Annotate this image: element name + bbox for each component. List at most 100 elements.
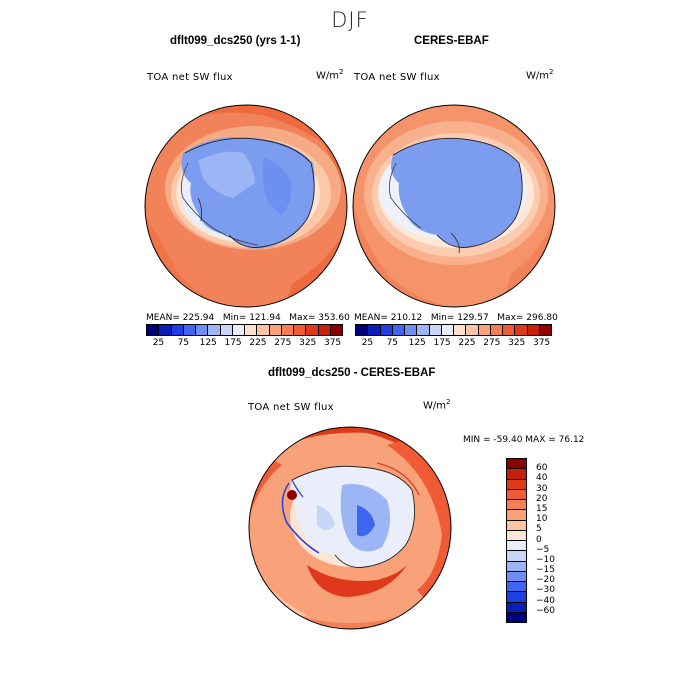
colorbar-swatch <box>507 489 526 500</box>
colorbar-tick-label: 325 <box>508 338 526 348</box>
colorbar-swatch <box>183 325 196 335</box>
model-min: Min= 121.94 <box>222 313 281 323</box>
colorbar-tick-label: 75 <box>177 338 190 348</box>
colorbar-swatch <box>405 325 418 335</box>
colorbar-swatch <box>196 325 209 335</box>
model-units-label: W/m2 <box>316 68 344 82</box>
colorbar-tick-label: 75 <box>386 338 399 348</box>
colorbar-tick-label: 375 <box>323 338 342 348</box>
colorbar-swatch <box>515 325 528 335</box>
model-colorbar-labels: 25 75 125 175 225 275 325 375 <box>146 338 345 350</box>
colorbar-swatch <box>257 325 270 335</box>
colorbar-tick-label: 175 <box>433 338 451 348</box>
colorbar-swatch <box>507 479 526 490</box>
obs-min: Min= 129.57 <box>430 313 489 323</box>
diff-colorbar-labels: 60 40 30 20 15 10 5 0 −5 −10 −15 −20 −30 −40 −60 <box>536 458 576 621</box>
model-field-label: TOA net SW flux <box>147 72 233 83</box>
colorbar-swatch <box>478 325 491 335</box>
colorbar-swatch <box>507 551 526 562</box>
colorbar-tick-label: −15 <box>536 565 555 576</box>
colorbar-swatch <box>269 325 282 335</box>
colorbar-swatch <box>490 325 503 335</box>
obs-panel-title: CERES-EBAF <box>414 35 489 47</box>
obs-mean: MEAN= 210.12 <box>354 313 423 323</box>
colorbar-swatch <box>507 520 526 531</box>
colorbar-swatch <box>294 325 307 335</box>
season-title: DJF <box>331 8 369 32</box>
colorbar-tick-label: 275 <box>274 338 292 348</box>
obs-polar-map <box>352 104 556 308</box>
colorbar-tick-label: −10 <box>536 554 555 565</box>
colorbar-tick-label: 325 <box>299 338 317 348</box>
obs-field-label: TOA net SW flux <box>354 72 440 83</box>
colorbar-tick-label: 5 <box>536 524 542 535</box>
colorbar-swatch <box>368 325 381 335</box>
obs-max: Max= 296.80 <box>497 313 558 323</box>
model-mean: MEAN= 225.94 <box>146 313 215 323</box>
colorbar-swatch <box>507 510 526 521</box>
obs-stats: MEAN= 210.12 Min= 129.57 Max= 296.80 <box>354 313 558 323</box>
colorbar-swatch <box>245 325 258 335</box>
colorbar-tick-label: 25 <box>152 338 165 348</box>
diff-units-label: W/m2 <box>423 398 451 412</box>
colorbar-swatch <box>507 469 526 480</box>
model-stats: MEAN= 225.94 Min= 121.94 Max= 353.60 <box>146 313 350 323</box>
colorbar-swatch <box>171 325 184 335</box>
colorbar-tick-label: 375 <box>532 338 551 348</box>
colorbar-tick-label: −40 <box>536 595 555 606</box>
diff-colorbar <box>506 458 527 623</box>
colorbar-tick-label: −30 <box>536 585 555 596</box>
colorbar-swatch <box>539 325 551 335</box>
colorbar-swatch <box>318 325 331 335</box>
diff-panel-title: dflt099_dcs250 - CERES-EBAF <box>268 367 436 379</box>
colorbar-swatch <box>417 325 430 335</box>
colorbar-swatch <box>507 541 526 552</box>
colorbar-swatch <box>503 325 516 335</box>
colorbar-swatch <box>507 602 526 613</box>
colorbar-swatch <box>507 592 526 603</box>
colorbar-swatch <box>281 325 294 335</box>
obs-colorbar-labels: 25 75 125 175 225 275 325 375 <box>355 338 554 350</box>
colorbar-tick-label: 275 <box>483 338 501 348</box>
colorbar-swatch <box>507 582 526 593</box>
colorbar-tick-label: 20 <box>536 493 548 504</box>
colorbar-tick-label: 30 <box>536 483 548 494</box>
colorbar-tick-label: 225 <box>249 338 267 348</box>
colorbar-swatch <box>208 325 221 335</box>
colorbar-swatch <box>147 325 160 335</box>
colorbar-tick-label: 0 <box>536 534 542 545</box>
colorbar-tick-label: −60 <box>536 605 555 616</box>
model-polar-map <box>144 104 348 308</box>
colorbar-tick-label: −20 <box>536 575 555 586</box>
obs-units-label: W/m2 <box>526 68 554 82</box>
colorbar-swatch <box>454 325 467 335</box>
diff-polar-map <box>248 426 452 630</box>
colorbar-swatch <box>507 530 526 541</box>
model-panel-title: dflt099_dcs250 (yrs 1-1) <box>170 35 301 47</box>
colorbar-tick-label: 175 <box>224 338 242 348</box>
colorbar-swatch <box>466 325 479 335</box>
colorbar-tick-label: 60 <box>536 463 548 474</box>
colorbar-swatch <box>330 325 342 335</box>
colorbar-swatch <box>380 325 393 335</box>
colorbar-swatch <box>507 561 526 572</box>
colorbar-tick-label: 25 <box>361 338 374 348</box>
model-colorbar <box>146 324 343 336</box>
colorbar-swatch <box>220 325 233 335</box>
colorbar-swatch <box>356 325 369 335</box>
colorbar-tick-label: 225 <box>458 338 476 348</box>
diff-minmax: MIN = -59.40 MAX = 76.12 <box>463 435 585 445</box>
diff-field-label: TOA net SW flux <box>248 402 334 413</box>
colorbar-swatch <box>306 325 319 335</box>
colorbar-tick-label: 125 <box>408 338 426 348</box>
colorbar-swatch <box>507 459 526 470</box>
colorbar-swatch <box>429 325 442 335</box>
model-max: Max= 353.60 <box>289 313 350 323</box>
colorbar-swatch <box>527 325 540 335</box>
colorbar-swatch <box>507 500 526 511</box>
colorbar-swatch <box>507 612 526 622</box>
colorbar-swatch <box>159 325 172 335</box>
colorbar-tick-label: 125 <box>199 338 217 348</box>
colorbar-tick-label: −5 <box>536 544 550 555</box>
colorbar-tick-label: 40 <box>536 473 548 484</box>
